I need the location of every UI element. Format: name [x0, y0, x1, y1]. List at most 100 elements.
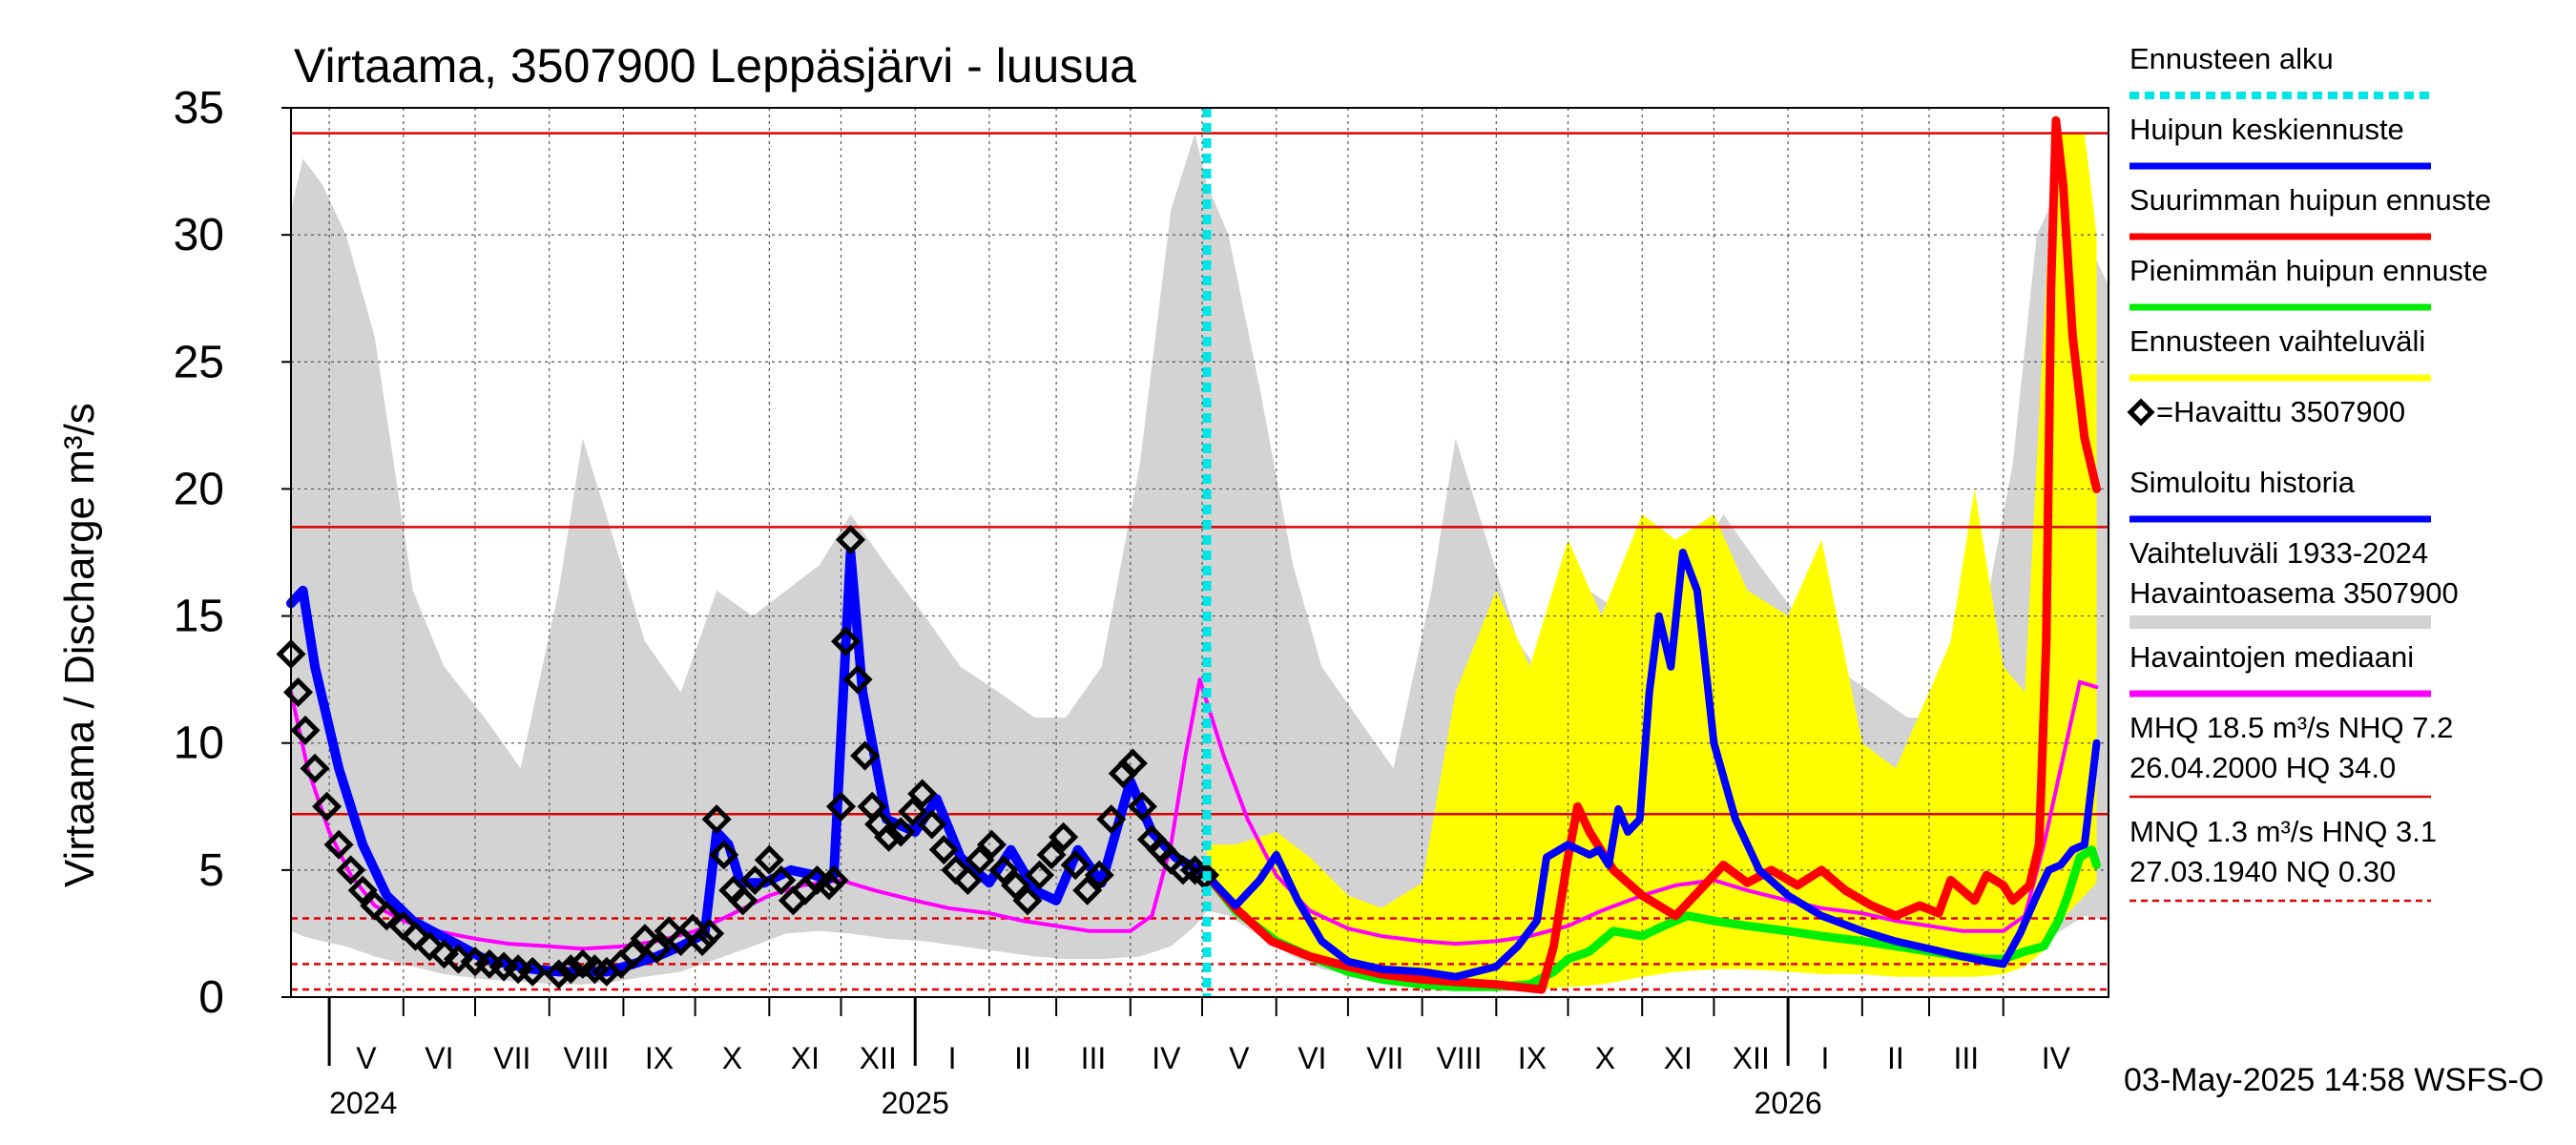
- x-month-label: VIII: [1436, 1041, 1482, 1075]
- x-month-label: III: [1081, 1041, 1107, 1075]
- observed-point: [819, 864, 849, 896]
- x-month-label: VIII: [564, 1041, 610, 1075]
- mean-peak-line: [1203, 549, 2101, 981]
- observed-point: [1127, 791, 1157, 822]
- observed-point: [1049, 822, 1079, 852]
- legend-label: 26.04.2000 HQ 34.0: [2129, 751, 2396, 784]
- y-tick-label: 25: [174, 337, 224, 387]
- x-month-label: I: [948, 1041, 957, 1075]
- x-month-label: XI: [1664, 1041, 1693, 1075]
- x-month-label: X: [722, 1041, 742, 1075]
- observed-point: [1012, 885, 1043, 916]
- observed-point: [544, 959, 574, 989]
- x-month-label: II: [1014, 1041, 1031, 1075]
- observed-point: [842, 664, 873, 695]
- observed-point: [701, 804, 732, 835]
- y-tick-label: 35: [174, 83, 224, 134]
- observed-point: [952, 864, 983, 896]
- observed-point: [347, 875, 378, 906]
- y-tick-label: 15: [174, 592, 224, 642]
- x-month-label: IX: [645, 1041, 674, 1075]
- observed-point: [965, 844, 995, 875]
- observed-point: [336, 855, 366, 885]
- x-month-label: XI: [791, 1041, 820, 1075]
- x-year-label: 2026: [1755, 1086, 1822, 1120]
- legend-label: Ennusteen vaihteluväli: [2129, 324, 2425, 358]
- legend-label: =Havaittu 3507900: [2156, 395, 2405, 428]
- x-year-label: 2025: [882, 1086, 949, 1120]
- observed-point: [1036, 840, 1067, 870]
- max-peak-line: [1202, 115, 2101, 994]
- y-tick-label: 20: [174, 464, 224, 514]
- observed-point: [555, 954, 586, 985]
- observed-point: [874, 822, 904, 852]
- x-axis: V VI VII VIII IX X XI XII I II III IV V VI VII VIII IX X X…: [291, 996, 2109, 1120]
- observed-point: [976, 829, 1007, 860]
- y-axis: 0 5 10 15 20 25 30 35: [174, 83, 291, 1023]
- x-month-label: VI: [425, 1041, 453, 1075]
- observed-markers: [276, 525, 1220, 989]
- observed-point: [443, 944, 473, 974]
- observed-point: [917, 809, 947, 840]
- legend-label: Ennusteen alku: [2129, 42, 2334, 75]
- x-month-label: XII: [860, 1041, 897, 1075]
- x-month-label: XII: [1733, 1041, 1770, 1075]
- observed-point: [836, 525, 866, 555]
- bands-layer: [291, 133, 2109, 990]
- observed-point: [1025, 860, 1055, 890]
- x-year-label: 2024: [329, 1086, 397, 1120]
- observed-point: [695, 918, 725, 948]
- y-tick-label: 5: [198, 845, 224, 896]
- observed-point: [400, 921, 430, 951]
- x-month-label: II: [1887, 1041, 1904, 1075]
- legend-label: MNQ 1.3 m³/s HNQ 3.1: [2129, 815, 2437, 848]
- observed-point: [766, 864, 797, 896]
- observed-point: [641, 933, 673, 964]
- observed-point: [739, 864, 770, 896]
- x-month-label: V: [356, 1041, 377, 1075]
- observed-point: [907, 779, 938, 809]
- legend-label: Havaintoasema 3507900: [2129, 576, 2459, 610]
- legend-label: Havaintojen mediaani: [2129, 640, 2414, 674]
- y-tick-label: 30: [174, 210, 224, 260]
- min-peak-line: [1202, 845, 2101, 991]
- legend: Ennusteen alku Huipun keskiennuste Suurimm…: [2127, 42, 2491, 903]
- observed-point: [517, 956, 548, 987]
- x-month-label: VII: [493, 1041, 530, 1075]
- observed-point: [825, 791, 857, 822]
- observed-point: [617, 939, 648, 969]
- x-month-label: VII: [1366, 1041, 1403, 1075]
- observed-point: [928, 835, 959, 865]
- observed-point: [1000, 870, 1031, 901]
- legend-label: Huipun keskiennuste: [2129, 113, 2404, 146]
- y-tick-label: 10: [174, 718, 224, 769]
- observed-point: [290, 715, 321, 745]
- y-axis-label: Virtaama / Discharge m³/s: [56, 403, 103, 887]
- observed-point: [312, 791, 343, 822]
- plot-area: [276, 107, 2109, 998]
- lines-layer: [286, 115, 2101, 994]
- observed-point: [728, 885, 758, 916]
- x-month-label: IX: [1518, 1041, 1547, 1075]
- y-tick-label: 0: [198, 972, 224, 1023]
- x-month-label: V: [1229, 1041, 1250, 1075]
- observed-point: [1084, 860, 1114, 890]
- observed-point: [709, 840, 739, 870]
- observed-point: [1096, 804, 1127, 835]
- legend-label: Pienimmän huipun ennuste: [2129, 254, 2488, 287]
- observed-point: [830, 626, 862, 656]
- observed-point: [428, 939, 459, 969]
- median-line: [289, 677, 2099, 951]
- observed-point: [414, 931, 445, 962]
- observed-point: [988, 855, 1019, 885]
- x-month-label: IV: [2042, 1041, 2071, 1075]
- legend-label: MHQ 18.5 m³/s NHQ 7.2: [2129, 711, 2453, 744]
- observed-point: [1117, 748, 1148, 779]
- footer-timestamp: 03-May-2025 14:58 WSFS-O: [2124, 1062, 2544, 1098]
- observed-point: [687, 926, 717, 956]
- grid-layer: [291, 108, 2109, 997]
- observed-point: [885, 817, 916, 847]
- observed-point: [850, 740, 881, 771]
- observed-point: [754, 844, 784, 875]
